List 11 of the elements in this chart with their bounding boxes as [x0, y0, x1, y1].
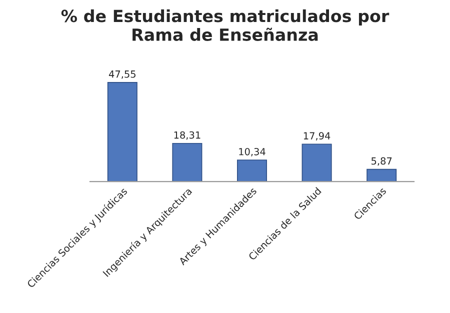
- bar: [366, 168, 397, 182]
- data-label: 5,87: [372, 157, 392, 166]
- bar: [302, 144, 332, 182]
- bar: [237, 160, 267, 182]
- data-label: 10,34: [239, 148, 266, 156]
- chart-title: % de Estudiantes matriculados por Rama de Enseñanza: [61, 9, 390, 41]
- data-label: 47,55: [108, 70, 136, 79]
- data-label: 18,31: [174, 131, 200, 140]
- bar: [107, 82, 138, 182]
- data-label: 17,94: [304, 132, 330, 140]
- bar: [172, 142, 202, 182]
